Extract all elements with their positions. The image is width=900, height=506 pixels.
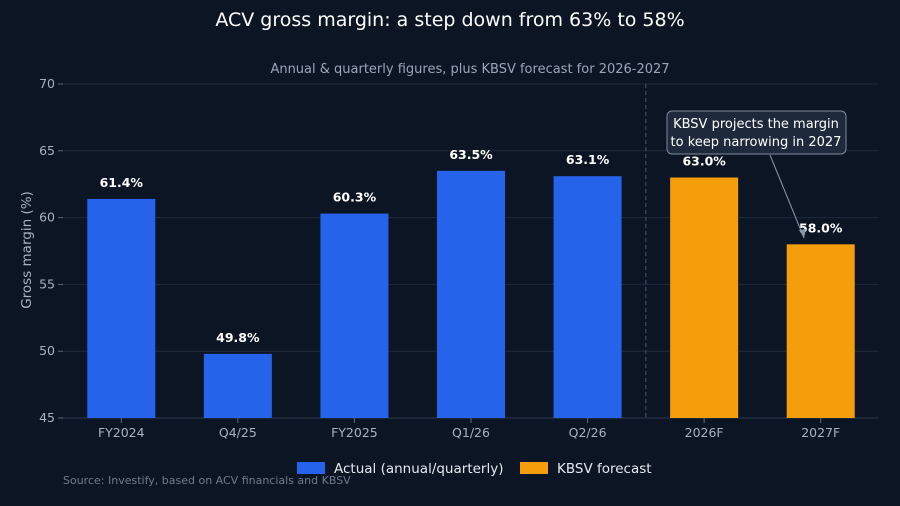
- annotation-arrowhead: [799, 229, 806, 238]
- value-labels: 61.4% 49.8% 60.3% 63.5% 63.1% 63.0% 58.0%: [100, 147, 843, 345]
- y-tick-label: 60: [39, 210, 55, 225]
- value-label: 63.5%: [449, 147, 493, 162]
- y-tick-label: 65: [39, 143, 55, 158]
- x-tick-label: 2027F: [801, 425, 840, 440]
- annotation-line-2: to keep narrowing in 2027: [671, 135, 842, 150]
- value-label: 63.0%: [682, 154, 726, 169]
- legend-swatch-actual: [297, 462, 325, 474]
- bar-2026f: [670, 177, 739, 418]
- value-label: 61.4%: [100, 175, 144, 190]
- chart-title: ACV gross margin: a step down from 63% t…: [215, 9, 684, 31]
- annotation-box: [666, 110, 847, 155]
- x-tick-label: FY2024: [98, 425, 145, 440]
- y-axis-ticks: 45 50 55 60 65 70: [39, 76, 63, 425]
- legend-label-forecast: KBSV forecast: [557, 461, 652, 477]
- source-note: Source: Investify, based on ACV financia…: [63, 474, 351, 487]
- y-axis-label: Gross margin (%): [19, 191, 35, 309]
- x-tick-label: Q4/25: [219, 425, 257, 440]
- chart-subtitle: Annual & quarterly figures, plus KBSV fo…: [270, 62, 669, 77]
- bar-fy2025: [320, 213, 389, 418]
- value-label: 60.3%: [333, 190, 377, 205]
- bar-q2-26: [553, 176, 622, 418]
- value-label: 63.1%: [566, 152, 610, 167]
- y-tick-label: 45: [39, 410, 55, 425]
- legend-label-actual: Actual (annual/quarterly): [334, 461, 503, 477]
- annotation-arrow: [769, 154, 805, 239]
- x-tick-label: Q2/26: [569, 425, 607, 440]
- annotation-line-1: KBSV projects the margin: [673, 117, 839, 132]
- legend: Actual (annual/quarterly) KBSV forecast: [297, 461, 652, 477]
- x-tick-label: Q1/26: [452, 425, 490, 440]
- y-tick-label: 70: [39, 76, 55, 91]
- y-tick-label: 55: [39, 276, 55, 291]
- bar-2027f: [786, 244, 855, 418]
- bars: [87, 170, 855, 418]
- value-label: 49.8%: [216, 330, 260, 345]
- x-tick-label: FY2025: [331, 425, 378, 440]
- y-tick-label: 50: [39, 343, 55, 358]
- x-tick-label: 2026F: [685, 425, 724, 440]
- bar-fy2024: [87, 198, 156, 418]
- bar-q1-26: [437, 170, 505, 418]
- value-label: 58.0%: [799, 220, 843, 235]
- legend-swatch-forecast: [520, 462, 548, 474]
- bar-q4-25: [203, 353, 272, 418]
- annotation: KBSV projects the margin to keep narrowi…: [666, 110, 847, 239]
- x-axis-ticks: FY2024 Q4/25 FY2025 Q1/26 Q2/26 2026F 2027F: [98, 418, 840, 440]
